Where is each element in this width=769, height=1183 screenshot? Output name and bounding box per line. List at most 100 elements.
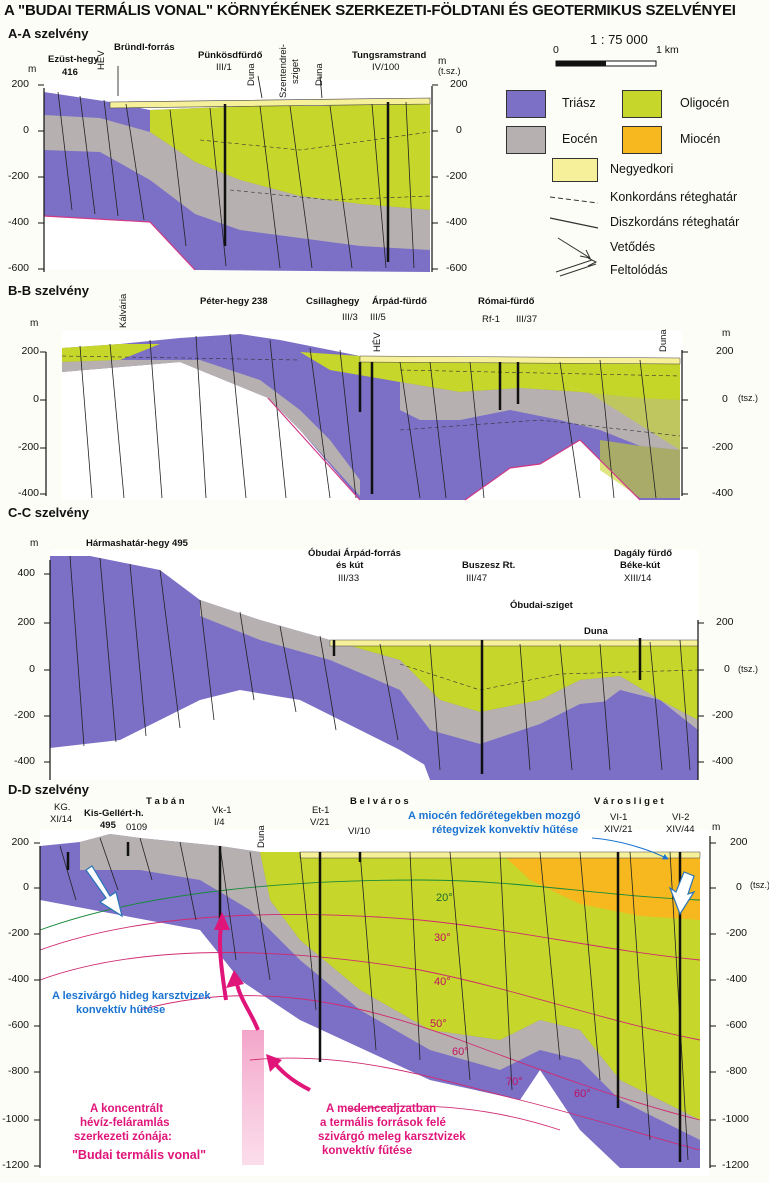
scale-bar (555, 60, 657, 67)
legend-label-eocen: Eocén (562, 132, 598, 146)
dd-isotherm-60-b: 60° (574, 1088, 591, 1100)
dd-label-kis-gellert-height: 495 (100, 820, 116, 831)
dd-isotherm-60: 60° (452, 1046, 469, 1058)
bb-well-rf1: Rf-1 (482, 314, 500, 325)
aa-tick-left: 200 (11, 78, 29, 90)
dd-tick-left: -400 (7, 973, 29, 985)
dd-well-xiv21: XIV/21 (604, 824, 633, 835)
dd-tick-right: -200 (726, 927, 748, 939)
dd-well-vi2: VI-2 (672, 812, 690, 823)
aa-label-duna-1: Duna (246, 63, 257, 86)
aa-unit-left: m (28, 64, 37, 75)
aa-label-szentendrei: Szentendrei- (278, 44, 289, 98)
bb-tick-right: -400 (712, 487, 734, 499)
dd-tick-left: -1200 (2, 1159, 29, 1171)
scale-ratio: 1 : 75 000 (590, 32, 648, 47)
cc-tick-left: 400 (17, 567, 35, 579)
dd-tick-left: -200 (7, 927, 29, 939)
cc-label-obudai-arpad: Óbudai Árpád-forrás (308, 548, 401, 559)
bb-label-hev: HÉV (372, 332, 383, 352)
aa-tick-right: -600 (446, 262, 468, 274)
bb-label-kalvaria: Kálvária (118, 293, 129, 328)
aa-label-ezust-height: 416 (62, 67, 78, 78)
aa-tick-left: -400 (7, 216, 29, 228)
dd-tick-right: -1000 (722, 1113, 749, 1125)
legend-label-negyedkori: Negyedkori (610, 162, 674, 176)
aa-well-iv100: IV/100 (372, 62, 400, 73)
dd-isotherm-20: 20° (436, 892, 453, 904)
scale-zero: 0 (553, 44, 559, 56)
aa-unit-right: m (438, 56, 447, 67)
cc-label-buszesz: Buszesz Rt. (462, 560, 516, 571)
dd-tick-left: -1000 (2, 1113, 29, 1125)
dd-tick-right: -600 (726, 1019, 748, 1031)
bb-tick-right: 0 (722, 393, 728, 405)
dd-well-v21: V/21 (310, 817, 330, 828)
cc-tick-right: 0 (724, 663, 730, 675)
dd-isotherm-40: 40° (434, 976, 451, 988)
dd-well-vi10: VI/10 (348, 826, 371, 837)
bb-tick-right: -200 (712, 441, 734, 453)
dd-note-medence-line-4: konvektív fűtése (322, 1145, 413, 1157)
dd-well-i4: I/4 (214, 817, 225, 828)
dd-label-taban: T a b á n (146, 796, 185, 807)
aa-label-duna-2: Duna (314, 63, 325, 86)
cc-label-duna: Duna (584, 626, 608, 637)
dd-label-varosliget: V á r o s l i g e t (594, 796, 664, 807)
cc-well-iii47: III/47 (466, 573, 488, 584)
cc-tick-right: -200 (712, 709, 734, 721)
legend-swatch-eocen (506, 126, 546, 154)
dd-tick-right: -1200 (722, 1159, 749, 1171)
dd-note-koncentralt-line-4: "Budai termális vonal" (72, 1148, 207, 1162)
page-title: A "BUDAI TERMÁLIS VONAL" KÖRNYÉKÉNEK SZE… (4, 2, 736, 19)
legend-label-feltolodas: Feltolódás (610, 263, 668, 277)
aa-tick-right: -400 (446, 216, 468, 228)
aa-label-punkosd: Pünkösdfürdő (198, 50, 263, 61)
legend-swatch-oligocen (622, 90, 662, 118)
bb-well-iii37: III/37 (516, 314, 538, 325)
dd-well-vi1: VI-1 (610, 812, 628, 823)
cc-tick-right: -400 (712, 755, 734, 767)
section-bb-title: B-B szelvény (8, 283, 89, 298)
bb-label-duna: Duna (658, 329, 669, 352)
cc-tick-left: 0 (29, 663, 35, 675)
bb-label-arpad-furdo: Árpád-fürdő (372, 296, 427, 307)
bb-tick-left: -400 (17, 487, 39, 499)
dd-isotherm-30: 30° (434, 932, 451, 944)
dd-tick-right: -800 (726, 1065, 748, 1077)
dd-well-xi14: XI/14 (50, 814, 73, 825)
aa-tick-right: 200 (450, 78, 468, 90)
section-aa-drawing (38, 66, 438, 272)
legend-label-konkordans: Konkordáns réteghatár (610, 190, 738, 204)
dd-tick-left: 0 (23, 881, 29, 893)
aa-label-sziget: sziget (290, 59, 301, 84)
dd-note-medence-line-1: A medencealjzatban (326, 1103, 437, 1115)
dd-note-medence-line-3: szivárgó meleg karsztvizek (318, 1131, 466, 1143)
cc-label-harmashatar: Hármashatár-hegy 495 (86, 538, 188, 549)
legend-label-vetodes: Vetődés (610, 240, 656, 254)
dd-note-miocen-line-2: rétegvizek konvektív hűtése (432, 824, 579, 836)
bb-well-iii3: III/3 (342, 312, 358, 323)
dd-note-koncentralt-line-3: szerkezeti zónája: (74, 1131, 172, 1143)
section-cc-title: C-C szelvény (8, 505, 89, 520)
aa-tick-left: -200 (7, 170, 29, 182)
bb-tick-left: 200 (21, 345, 39, 357)
cc-label-dagaly: Dagály fürdő (614, 548, 673, 559)
cc-well-iii33: III/33 (338, 573, 360, 584)
dd-label-kg: KG. (54, 802, 71, 813)
cc-unit-left: m (30, 538, 39, 549)
dd-tick-left: 200 (11, 836, 29, 848)
cc-tick-right: 200 (716, 616, 734, 628)
bb-unit-right-2: (tsz.) (738, 393, 758, 403)
legend-label-diszkordans: Diszkordáns réteghatár (610, 215, 740, 229)
dd-note-miocen-line-1: A miocén fedőrétegekben mozgó (408, 810, 581, 822)
bb-tick-left: 0 (33, 393, 39, 405)
dd-isotherm-70: 70° (506, 1076, 523, 1088)
aa-tick-right: 0 (456, 124, 462, 136)
bb-tick-left: -200 (17, 441, 39, 453)
dd-well-vk1: Vk-1 (212, 805, 232, 816)
legend-swatch-triasz (506, 90, 546, 118)
cc-label-es-kut: és kút (336, 560, 364, 571)
dd-tick-left: -600 (7, 1019, 29, 1031)
